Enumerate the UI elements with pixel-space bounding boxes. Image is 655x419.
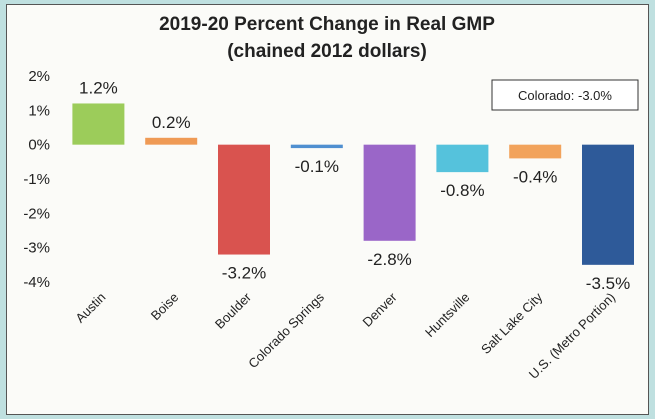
data-label-4: -2.8% [367,250,411,269]
bar-1 [145,137,198,145]
bar-4 [363,144,416,241]
y-tick-label: -3% [23,240,50,257]
bar-0 [72,103,125,145]
data-label-7: -3.5% [586,274,630,293]
category-label-4: Denver [359,289,400,330]
category-label-6: Salt Lake City [478,289,546,357]
bar-6 [509,144,562,159]
bar-3 [290,144,343,149]
data-label-1: 0.2% [152,113,191,132]
data-label-5: -0.8% [440,181,484,200]
y-tick-label: 2% [28,68,50,85]
category-label-2: Boulder [212,289,255,332]
y-tick-label: 0% [28,137,50,154]
chart-title: 2019-20 Percent Change in Real GMP [159,14,495,35]
y-tick-label: -2% [23,205,50,222]
chart-frame [6,4,649,415]
chart-subtitle: (chained 2012 dollars) [227,41,427,62]
data-label-0: 1.2% [79,78,118,97]
category-label-3: Colorado Springs [245,289,327,371]
category-label-5: Huntsville [422,290,472,340]
y-tick-label: -4% [23,274,50,291]
annotation-box [491,79,639,111]
annotation-text: Colorado: -3.0% [518,88,612,103]
y-tick-label: 1% [28,102,50,119]
y-tick-label: -1% [23,171,50,188]
bar-2 [218,144,270,255]
category-label-0: Austin [72,290,108,326]
data-label-6: -0.4% [513,167,557,186]
category-label-1: Boise [148,290,182,324]
data-label-2: -3.2% [222,264,266,283]
data-label-3: -0.1% [295,157,339,176]
bar-7 [582,144,634,265]
bar-5 [436,144,489,173]
